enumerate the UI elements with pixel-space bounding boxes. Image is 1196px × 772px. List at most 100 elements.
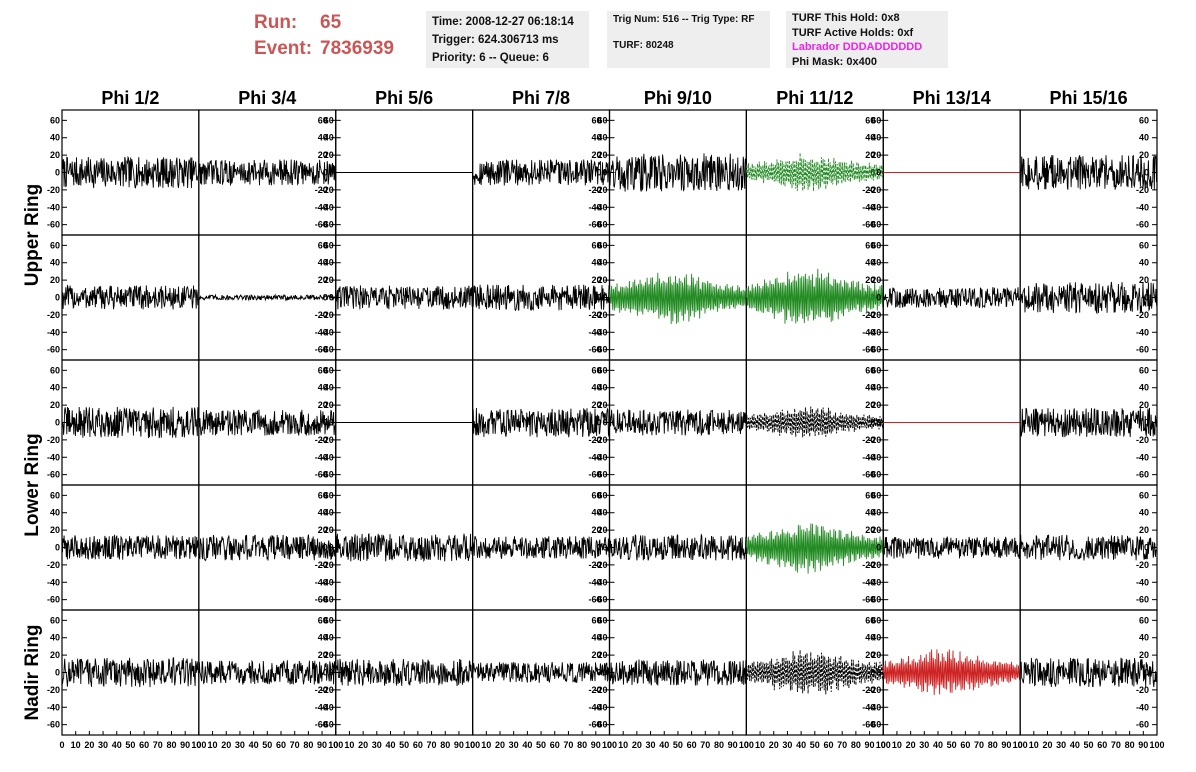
y-tick-label: 40 — [318, 133, 328, 143]
y-tick-label: 40 — [871, 258, 881, 268]
x-tick-label: 30 — [509, 740, 519, 750]
y-tick-label: 0 — [323, 418, 328, 428]
y-tick-label: 40 — [1139, 133, 1149, 143]
waveform-trace — [61, 284, 200, 310]
waveform-trace — [745, 152, 884, 192]
y-tick-label: 40 — [591, 258, 601, 268]
y-tick-label: 20 — [324, 275, 334, 285]
x-tick-label: 60 — [1097, 740, 1107, 750]
x-tick-label: 40 — [933, 740, 943, 750]
y-tick-label: 20 — [591, 650, 601, 660]
y-tick-label: -40 — [868, 327, 881, 337]
column-header: Phi 7/8 — [512, 88, 570, 108]
y-tick-label: -40 — [862, 452, 875, 462]
column-header: Phi 1/2 — [101, 88, 159, 108]
x-tick-label: 70 — [153, 740, 163, 750]
y-tick-label: -60 — [588, 470, 601, 480]
x-tick-label: 50 — [673, 740, 683, 750]
waveform-trace — [609, 409, 747, 437]
waveform-trace — [472, 536, 610, 559]
y-tick-label: -40 — [862, 327, 875, 337]
y-tick-label: 40 — [591, 633, 601, 643]
y-tick-label: -40 — [588, 327, 601, 337]
y-tick-label: 20 — [324, 150, 334, 160]
y-tick-label: -20 — [868, 685, 881, 695]
x-tick-label: 10 — [344, 740, 354, 750]
y-tick-label: -60 — [1136, 220, 1149, 230]
y-tick-label: 40 — [324, 633, 334, 643]
y-tick-label: 20 — [50, 400, 60, 410]
y-tick-label: -60 — [862, 470, 875, 480]
y-tick-label: 60 — [871, 615, 881, 625]
y-tick-label: 20 — [871, 400, 881, 410]
x-tick-label: 0 — [744, 740, 749, 750]
x-tick-label: 20 — [84, 740, 94, 750]
x-tick-label: 70 — [837, 740, 847, 750]
x-tick-label: 70 — [974, 740, 984, 750]
y-tick-label: 40 — [597, 258, 607, 268]
column-header: Phi 5/6 — [375, 88, 433, 108]
waveform-trace — [61, 534, 200, 560]
y-tick-label: -60 — [321, 345, 334, 355]
y-tick-label: 40 — [324, 258, 334, 268]
y-tick-label: -40 — [321, 702, 334, 712]
x-tick-label: 30 — [646, 740, 656, 750]
waveform-trace — [472, 407, 610, 438]
y-tick-label: 60 — [865, 615, 875, 625]
y-tick-label: 60 — [591, 240, 601, 250]
y-tick-label: 60 — [871, 365, 881, 375]
y-tick-label: 0 — [870, 168, 875, 178]
waveform-trace — [472, 159, 610, 186]
y-tick-label: 20 — [318, 525, 328, 535]
x-tick-label: 90 — [591, 740, 601, 750]
x-tick-label: 80 — [1125, 740, 1135, 750]
x-tick-label: 20 — [495, 740, 505, 750]
y-tick-label: 40 — [597, 508, 607, 518]
event-label: Event: — [254, 38, 313, 59]
x-tick-label: 30 — [919, 740, 929, 750]
waveform-trace — [882, 536, 1021, 559]
y-tick-label: 0 — [329, 668, 334, 678]
y-tick-label: 0 — [55, 293, 60, 303]
y-tick-label: 0 — [329, 418, 334, 428]
waveform-trace — [198, 659, 337, 685]
y-tick-label: -60 — [588, 595, 601, 605]
x-tick-label: 90 — [180, 740, 190, 750]
y-tick-label: -60 — [588, 220, 601, 230]
y-tick-label: -60 — [321, 470, 334, 480]
turf-info-box: TURF This Hold: 0x8 TURF Active Holds: 0… — [786, 11, 948, 68]
y-tick-label: 40 — [50, 508, 60, 518]
waveform-trace — [198, 409, 337, 436]
y-tick-label: 60 — [318, 240, 328, 250]
y-tick-label: 0 — [329, 543, 334, 553]
waveform-trace — [335, 658, 473, 687]
y-tick-label: 40 — [324, 133, 334, 143]
y-tick-label: 20 — [871, 275, 881, 285]
y-tick-label: 40 — [50, 258, 60, 268]
waveform-trace — [882, 287, 1021, 309]
y-tick-label: 0 — [876, 418, 881, 428]
y-tick-label: -40 — [588, 202, 601, 212]
x-tick-label: 10 — [618, 740, 628, 750]
y-tick-label: 0 — [55, 668, 60, 678]
y-tick-label: -20 — [315, 310, 328, 320]
y-tick-label: -60 — [594, 595, 607, 605]
y-tick-label: 20 — [591, 275, 601, 285]
y-tick-label: 60 — [50, 615, 60, 625]
waveform-trace — [198, 159, 337, 186]
y-tick-label: -40 — [1136, 327, 1149, 337]
y-tick-label: 20 — [865, 150, 875, 160]
y-tick-label: 40 — [597, 383, 607, 393]
y-tick-label: 20 — [865, 275, 875, 285]
y-tick-label: 60 — [1139, 490, 1149, 500]
y-tick-label: -60 — [862, 220, 875, 230]
y-tick-label: -40 — [47, 702, 60, 712]
